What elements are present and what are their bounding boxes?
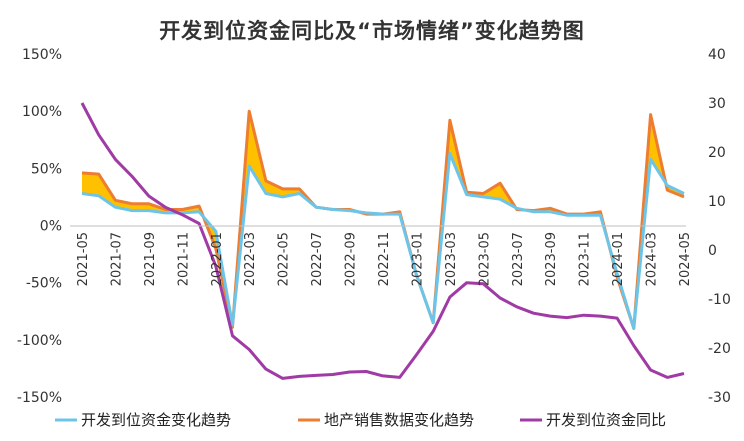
left-tick-label: -100% <box>17 333 62 349</box>
x-tick-label: 2024-05 <box>678 232 693 286</box>
right-tick-label: 0 <box>708 243 717 259</box>
x-tick-label: 2023-01 <box>410 232 425 286</box>
legend: 开发到位资金变化趋势 地产销售数据变化趋势 开发到位资金同比 <box>55 411 666 429</box>
x-axis: 2021-05 2021-07 2021-09 2021-11 2022-01 2022-… <box>76 232 693 286</box>
right-tick-label: 20 <box>708 145 726 161</box>
right-tick-label: -30 <box>708 390 731 406</box>
x-tick-label: 2022-07 <box>310 232 325 286</box>
x-tick-label: 2022-09 <box>344 232 359 286</box>
x-tick-label: 2021-05 <box>76 232 91 286</box>
x-tick-label: 2022-03 <box>243 232 258 286</box>
left-tick-label: -150% <box>17 390 62 406</box>
x-tick-label: 2022-05 <box>277 232 292 286</box>
x-tick-label: 2023-03 <box>444 232 459 286</box>
x-tick-label: 2022-11 <box>377 232 392 286</box>
x-tick-label: 2023-07 <box>511 232 526 286</box>
series-line <box>81 152 685 330</box>
left-tick-label: 50% <box>31 161 62 177</box>
chart-title: 开发到位资金同比及“市场情绪”变化趋势图 <box>159 19 585 43</box>
x-tick-label: 2024-03 <box>645 232 660 286</box>
right-tick-label: 10 <box>708 194 726 210</box>
legend-label: 地产销售数据变化趋势 <box>324 411 474 429</box>
right-tick-label: 40 <box>708 47 726 63</box>
legend-label: 开发到位资金变化趋势 <box>81 411 231 429</box>
x-tick-label: 2024-01 <box>611 232 626 286</box>
left-tick-label: -50% <box>26 276 62 292</box>
right-axis: 40 30 20 10 0 -10 -20 -30 <box>708 47 731 406</box>
legend-label: 开发到位资金同比 <box>546 411 666 429</box>
x-tick-label: 2023-05 <box>477 232 492 286</box>
x-tick-label: 2021-07 <box>109 232 124 286</box>
right-tick-label: -10 <box>708 292 731 308</box>
x-tick-label: 2021-11 <box>176 232 191 286</box>
right-tick-label: 30 <box>708 96 726 112</box>
left-tick-label: 150% <box>22 47 62 63</box>
x-tick-label: 2021-09 <box>143 232 158 286</box>
right-tick-label: -20 <box>708 341 731 357</box>
series-lines <box>80 102 685 380</box>
fill-between-area <box>82 111 684 329</box>
fill-area <box>82 111 684 329</box>
series-line <box>80 102 685 380</box>
left-axis: 150% 100% 50% 0% -50% -100% -150% <box>17 47 62 406</box>
x-tick-label: 2022-01 <box>210 232 225 286</box>
left-tick-label: 100% <box>22 104 62 120</box>
left-tick-label: 0% <box>40 219 62 235</box>
x-tick-label: 2023-11 <box>578 232 593 286</box>
x-tick-label: 2023-09 <box>544 232 559 286</box>
series-line <box>81 109 685 330</box>
